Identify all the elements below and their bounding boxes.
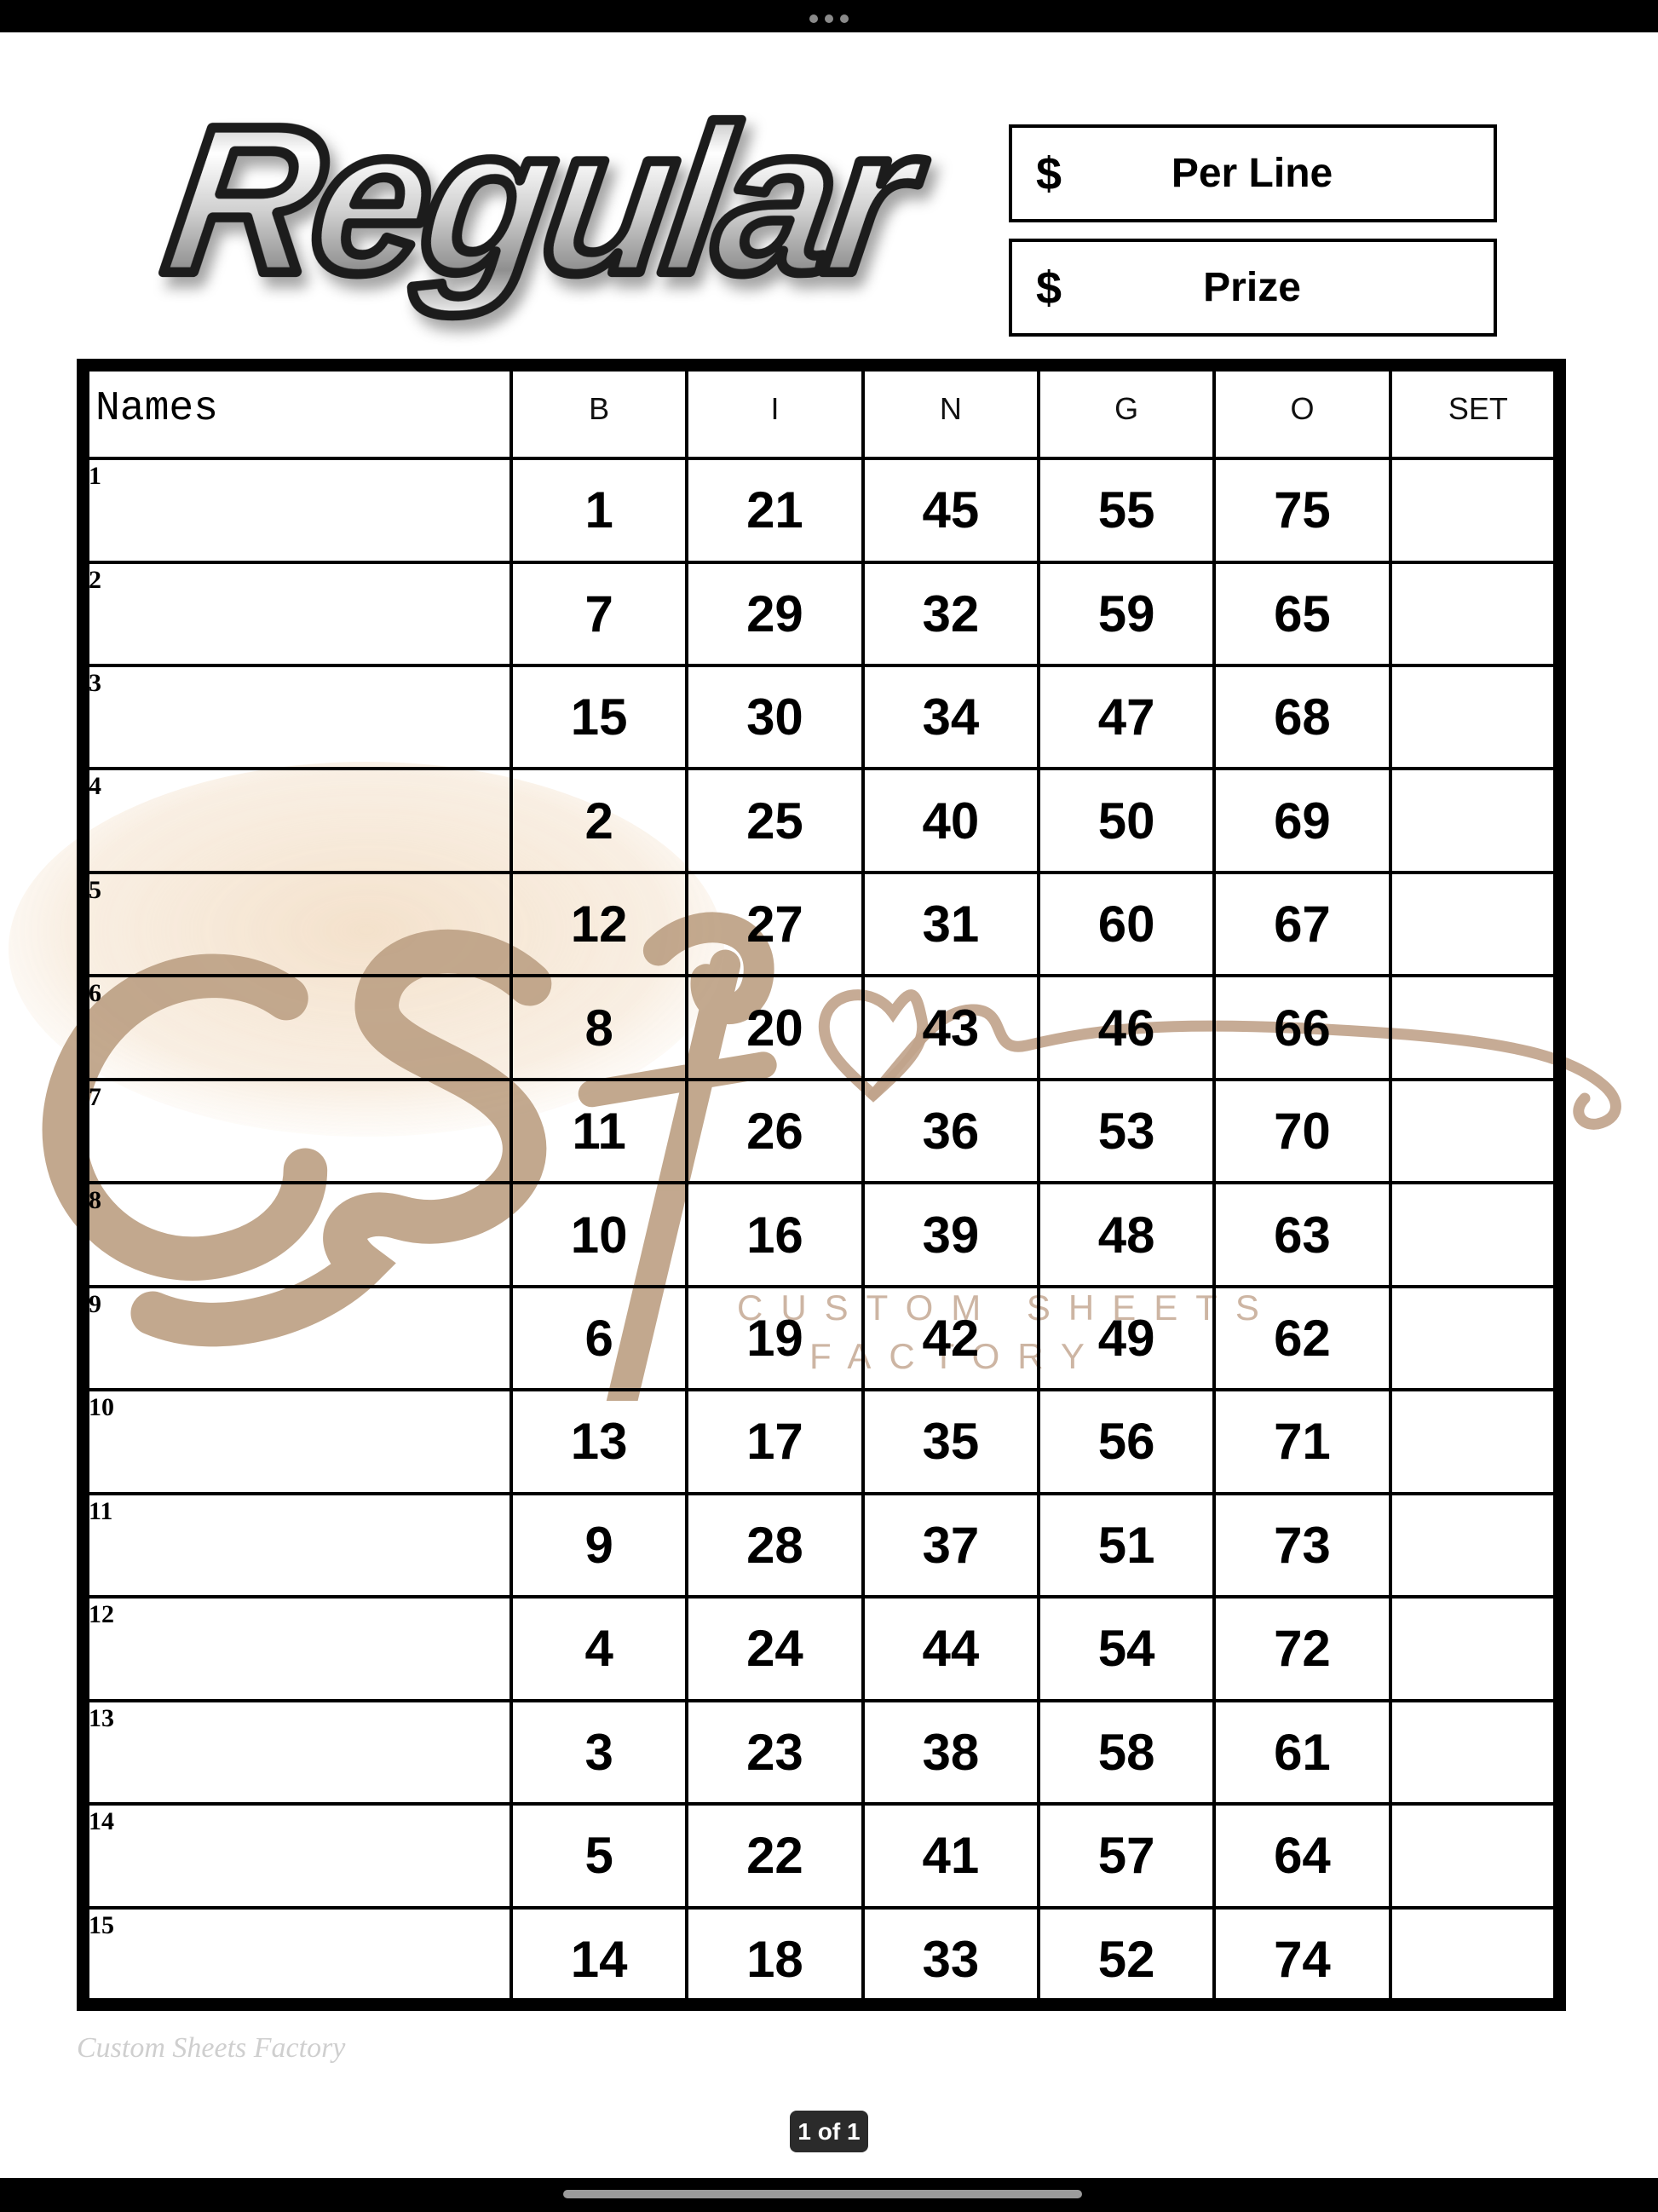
svg-text:Regular: Regular <box>153 83 938 317</box>
